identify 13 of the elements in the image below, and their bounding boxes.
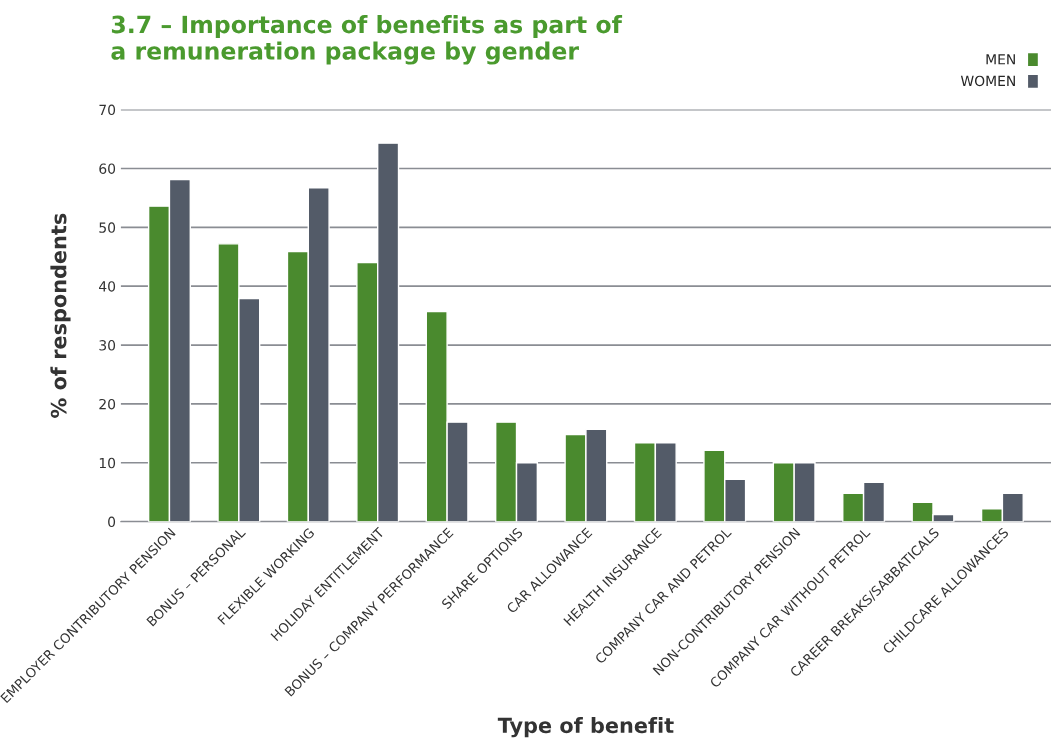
y-tick-label: 10 — [99, 457, 116, 469]
legend-label: WOMEN — [960, 75, 1015, 87]
legend-label: MEN — [986, 54, 1015, 65]
x-axis-title: Type of benefit — [497, 717, 674, 738]
y-tick-label: 70 — [99, 104, 116, 116]
y-axis-title: % of respondents — [50, 213, 71, 418]
y-tick-label: 30 — [99, 340, 116, 351]
y-tick-label: 40 — [99, 281, 116, 292]
y-tick-label: 0 — [108, 516, 116, 528]
y-tick-label: 60 — [99, 163, 116, 174]
chart-title: 3.7 – Importance of benefits as part of a remuneration package by gender — [111, 15, 623, 65]
y-tick-label: 50 — [99, 222, 116, 233]
y-tick-label: 20 — [99, 398, 116, 410]
